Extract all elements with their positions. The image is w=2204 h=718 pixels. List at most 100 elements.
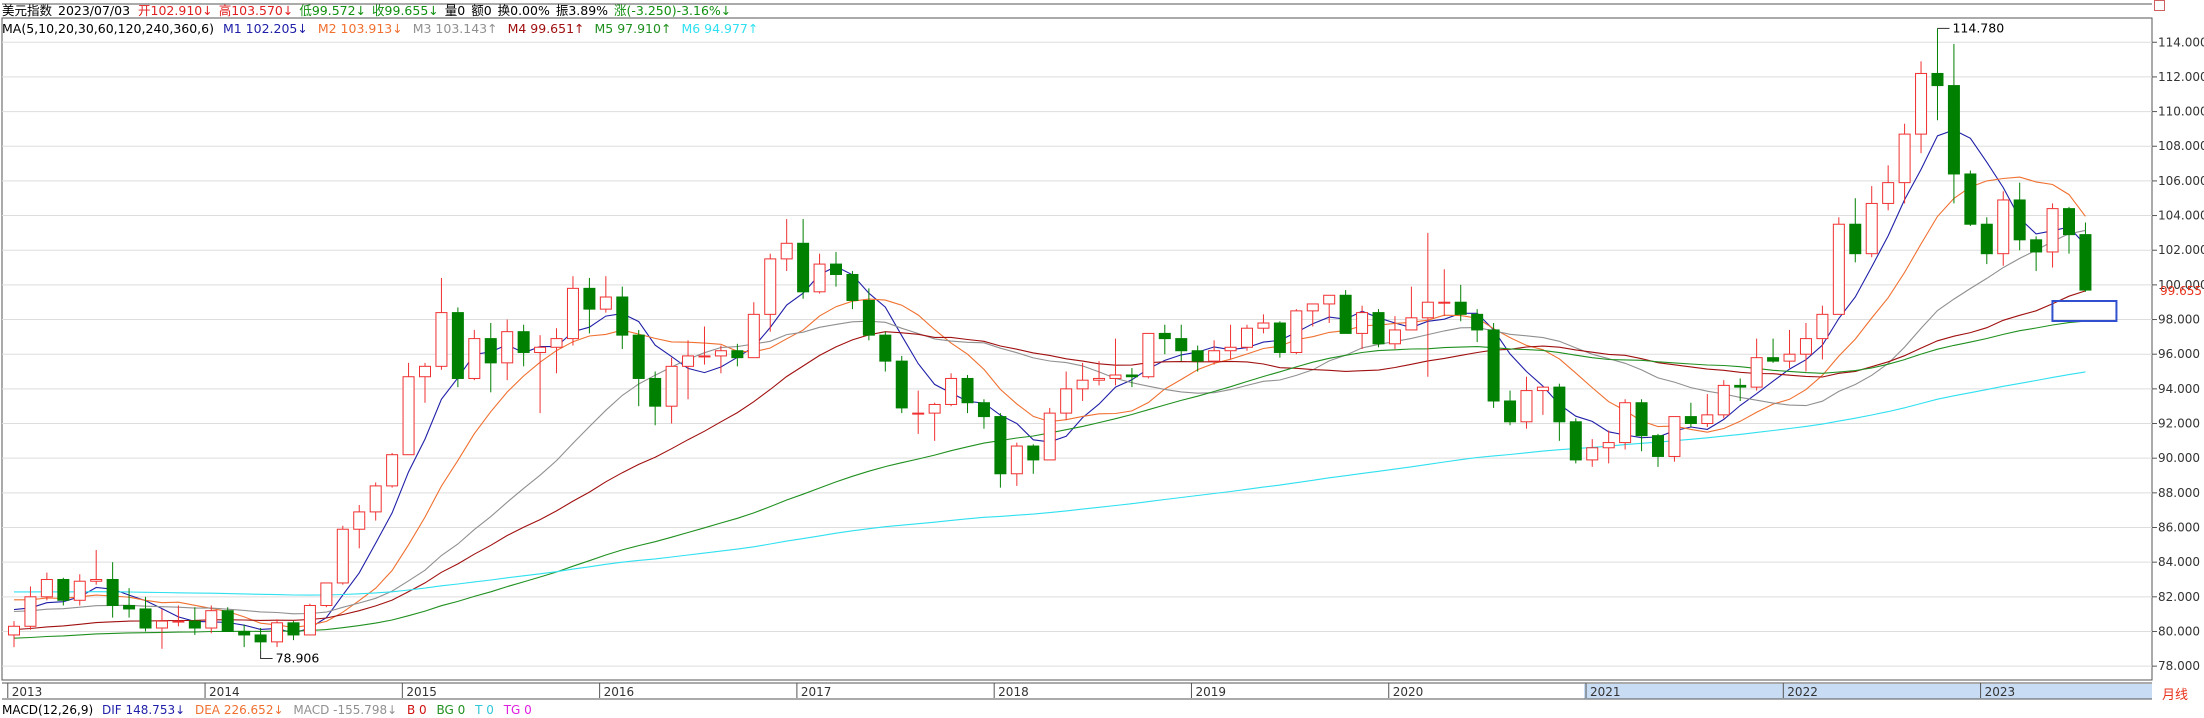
macd-legend-b: B 0	[406, 703, 427, 717]
candle-body	[1487, 329, 1500, 402]
candle-body	[534, 346, 547, 353]
candle-body	[813, 263, 826, 293]
candle-body	[928, 403, 941, 414]
candle	[912, 390, 925, 434]
candle-body	[945, 377, 958, 405]
y-tick-label: 82.000	[2158, 590, 2200, 604]
candle-body	[1734, 384, 1747, 388]
y-tick-label: 92.000	[2158, 417, 2200, 431]
candle-body	[1767, 357, 1780, 362]
candle	[1569, 418, 1582, 464]
candle-body	[1569, 421, 1582, 461]
candle	[287, 621, 300, 641]
candle-body	[419, 365, 431, 378]
candle	[1652, 433, 1664, 467]
candle-body	[336, 528, 349, 584]
candle	[1487, 323, 1500, 408]
candle	[862, 288, 875, 341]
candle-body	[1175, 338, 1188, 352]
candle-body	[1668, 416, 1681, 457]
candle	[566, 276, 579, 346]
candle	[336, 525, 349, 585]
candle-body	[714, 350, 727, 357]
last-price-label: 99.655	[2160, 284, 2202, 298]
candle	[977, 399, 990, 429]
candle	[1750, 338, 1763, 391]
candle	[1388, 316, 1401, 349]
candle	[2079, 222, 2092, 292]
y-tick-label: 86.000	[2158, 520, 2200, 534]
candle-body	[698, 355, 711, 358]
candle-body	[566, 287, 579, 340]
candle	[1356, 305, 1369, 349]
candle-body	[1191, 350, 1204, 362]
ma-legend-label: MA(5,10,20,30,60,120,240,360,6)	[2, 21, 214, 36]
candle	[895, 355, 908, 414]
candle-body	[40, 578, 53, 598]
high-price: 高103.570↓	[218, 3, 294, 18]
candle	[698, 326, 711, 365]
x-tick-label: 2014	[209, 685, 240, 699]
period-label[interactable]: 月线	[2162, 688, 2189, 703]
candle	[1175, 324, 1188, 362]
candle	[1010, 442, 1023, 486]
price-axis: 78.000 80.000 82.000 84.000 86.000 88.000 90.0…	[2152, 35, 2204, 673]
candle	[1191, 345, 1204, 372]
candle	[830, 251, 842, 287]
candle-body	[254, 634, 267, 643]
ma-legend-m6: M6 94.977↑	[681, 21, 759, 36]
candle-body	[1504, 400, 1517, 423]
candle	[435, 277, 448, 370]
candle-body	[895, 360, 908, 409]
candle	[1208, 340, 1221, 365]
candle	[1454, 284, 1467, 322]
candle	[57, 577, 70, 606]
candle-body	[123, 604, 136, 610]
candle	[1717, 380, 1730, 419]
candle-body	[1273, 322, 1286, 353]
candle	[2013, 182, 2026, 251]
chart-annotations: 114.780 78.906 99.655	[260, 20, 2202, 666]
y-tick-label: 94.000	[2158, 382, 2200, 396]
candle-body	[764, 258, 777, 315]
candle	[468, 329, 481, 381]
candle	[24, 586, 37, 630]
candle	[1635, 399, 1648, 452]
candle	[1060, 371, 1073, 421]
amount: 额0	[471, 3, 492, 18]
y-tick-label: 96.000	[2158, 347, 2200, 361]
candle	[747, 302, 760, 359]
candle	[1997, 191, 2010, 266]
change: 涨(-3.250)-3.16%↓	[614, 3, 732, 18]
candle-body	[977, 402, 990, 418]
candle-body	[1931, 72, 1944, 87]
candle-body	[632, 334, 645, 379]
candle	[813, 253, 826, 294]
candle	[2063, 206, 2075, 254]
candle	[1536, 386, 1549, 415]
candle	[451, 307, 464, 388]
volume: 量0	[444, 3, 466, 18]
candle-body	[1652, 435, 1664, 457]
ma-line-m6	[14, 371, 2086, 596]
candle-body	[1142, 332, 1155, 378]
candle-body	[303, 604, 316, 636]
x-tick-label: 2021	[1590, 685, 1621, 699]
candle	[797, 219, 810, 299]
candle	[1931, 28, 1944, 121]
candle-body	[1553, 386, 1566, 423]
candle-body	[188, 620, 201, 629]
candle	[1684, 402, 1697, 427]
x-tick-label: 2018	[998, 685, 1029, 699]
candle-body	[747, 313, 760, 359]
ma-legend-m5: M5 97.910↑	[594, 21, 672, 36]
candle-body	[665, 365, 678, 407]
candle	[172, 605, 185, 627]
candle	[1734, 378, 1747, 401]
corner-marker-icon[interactable]	[2154, 0, 2165, 11]
chart-grid	[1, 3, 2153, 681]
candle	[1520, 376, 1533, 429]
candle	[1257, 314, 1270, 334]
candle-body	[2013, 199, 2026, 241]
